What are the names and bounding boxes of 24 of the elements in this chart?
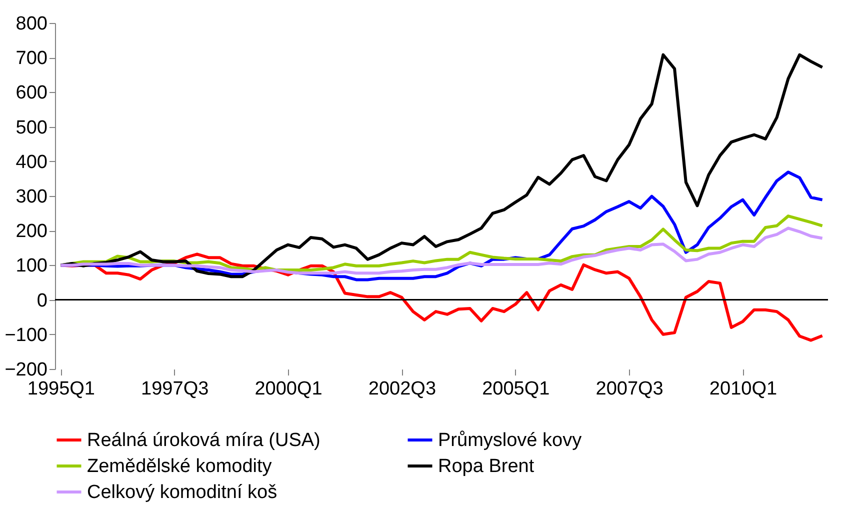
x-tick-label: 1997Q3 — [141, 378, 209, 400]
x-tick-label: 2002Q3 — [368, 378, 436, 400]
y-tick-label: −200 — [4, 360, 48, 380]
x-tick-label: 2007Q3 — [596, 378, 664, 400]
y-tick-label: 700 — [16, 48, 48, 70]
y-tick-label: 600 — [16, 82, 48, 104]
x-tick-label: 1995Q1 — [27, 378, 95, 400]
y-tick-label: 300 — [16, 186, 48, 208]
legend-label: Průmyslové kovy — [438, 430, 582, 451]
y-tick-label: 200 — [16, 221, 48, 242]
x-tick-label: 2000Q1 — [254, 378, 322, 400]
line-series — [59, 226, 824, 275]
y-tick-label: −100 — [4, 324, 48, 346]
y-tick-label: 400 — [16, 152, 48, 173]
y-tick-label: 0 — [36, 290, 48, 312]
x-tick-label: 2010Q1 — [709, 378, 778, 400]
legend-label: Zemědělské komodity — [87, 456, 272, 477]
legend-label: Reálná úroková míra (USA) — [87, 430, 320, 451]
x-tick-label: 2005Q1 — [482, 378, 550, 400]
legend-label: Celkový komoditní koš — [87, 482, 278, 503]
legend-label: Ropa Brent — [438, 456, 535, 477]
y-tick-label: 100 — [16, 256, 48, 277]
y-tick-label: 800 — [16, 14, 48, 34]
y-tick-label: 500 — [16, 117, 48, 138]
